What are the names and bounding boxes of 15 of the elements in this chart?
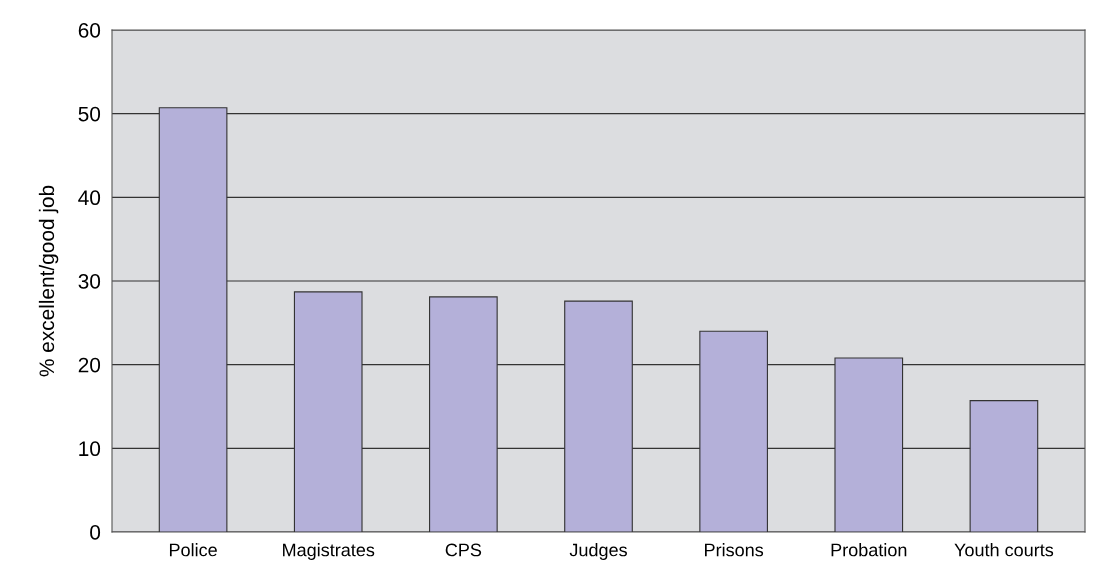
x-tick-label: Prisons bbox=[705, 543, 764, 557]
x-tick-label: Judges bbox=[569, 543, 627, 560]
y-tick-label: 30 bbox=[78, 274, 101, 289]
y-tick-label: 50 bbox=[78, 106, 101, 122]
y-tick-label: 10 bbox=[79, 441, 101, 457]
y-tick-label: 20 bbox=[78, 357, 101, 373]
x-tick-label: Probation bbox=[831, 543, 907, 557]
x-tick-label: Youth courts bbox=[954, 543, 1054, 557]
x-tick-label: Magistrates bbox=[283, 543, 375, 560]
x-tick-label: CPS bbox=[445, 543, 482, 557]
y-tick-label: 0 bbox=[90, 525, 101, 540]
y-tick-label: 40 bbox=[78, 190, 101, 206]
y-axis-title: % excellent/good job bbox=[38, 185, 59, 377]
y-tick-label: 60 bbox=[78, 23, 101, 38]
x-tick-label: Police bbox=[169, 543, 217, 557]
